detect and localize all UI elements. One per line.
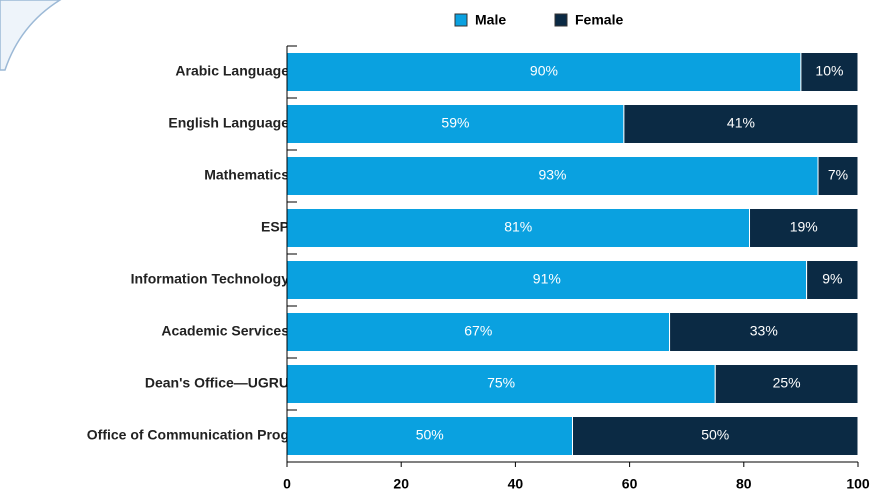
bar	[669, 312, 859, 352]
bar	[572, 416, 859, 456]
bar	[286, 416, 573, 456]
data-label: 67%	[464, 323, 492, 339]
data-label: 41%	[727, 115, 755, 131]
bar	[286, 312, 671, 352]
y-tick-label: English Language	[168, 115, 289, 131]
data-label: 93%	[538, 167, 566, 183]
data-label: 10%	[815, 63, 843, 79]
bar	[286, 208, 751, 248]
bar	[623, 104, 859, 144]
legend-label: Male	[475, 12, 506, 28]
data-label: 7%	[828, 167, 848, 183]
data-label: 50%	[701, 427, 729, 443]
legend-swatch	[554, 13, 568, 27]
x-tick-label: 20	[393, 476, 409, 492]
data-label: 25%	[773, 375, 801, 391]
y-tick-label: Arabic Language	[175, 63, 289, 79]
x-tick-label: 60	[622, 476, 638, 492]
y-tick-label: Dean's Office—UGRU	[145, 375, 289, 391]
bar	[286, 156, 819, 196]
data-label: 81%	[504, 219, 532, 235]
bar	[714, 364, 859, 404]
data-label: 91%	[533, 271, 561, 287]
data-label: 50%	[416, 427, 444, 443]
bar	[806, 260, 859, 300]
data-label: 19%	[790, 219, 818, 235]
data-label: 75%	[487, 375, 515, 391]
y-tick-label: Academic Services	[161, 323, 289, 339]
bar	[286, 104, 625, 144]
x-tick-label: 100	[846, 476, 870, 492]
y-tick-label: ESP	[261, 219, 289, 235]
decoration	[0, 0, 62, 71]
bar	[817, 156, 859, 196]
y-tick-label: Office of Communication Prog	[87, 427, 289, 443]
data-label: 33%	[750, 323, 778, 339]
x-tick-label: 80	[736, 476, 752, 492]
data-label: 9%	[822, 271, 842, 287]
bar	[800, 52, 859, 92]
legend-label: Female	[575, 12, 623, 28]
bar	[749, 208, 859, 248]
y-tick-label: Mathematics	[204, 167, 289, 183]
data-label: 59%	[441, 115, 469, 131]
legend-swatch	[454, 13, 468, 27]
y-tick-label: Information Technology	[131, 271, 290, 287]
x-tick-label: 0	[283, 476, 291, 492]
data-label: 90%	[530, 63, 558, 79]
x-tick-label: 40	[508, 476, 524, 492]
